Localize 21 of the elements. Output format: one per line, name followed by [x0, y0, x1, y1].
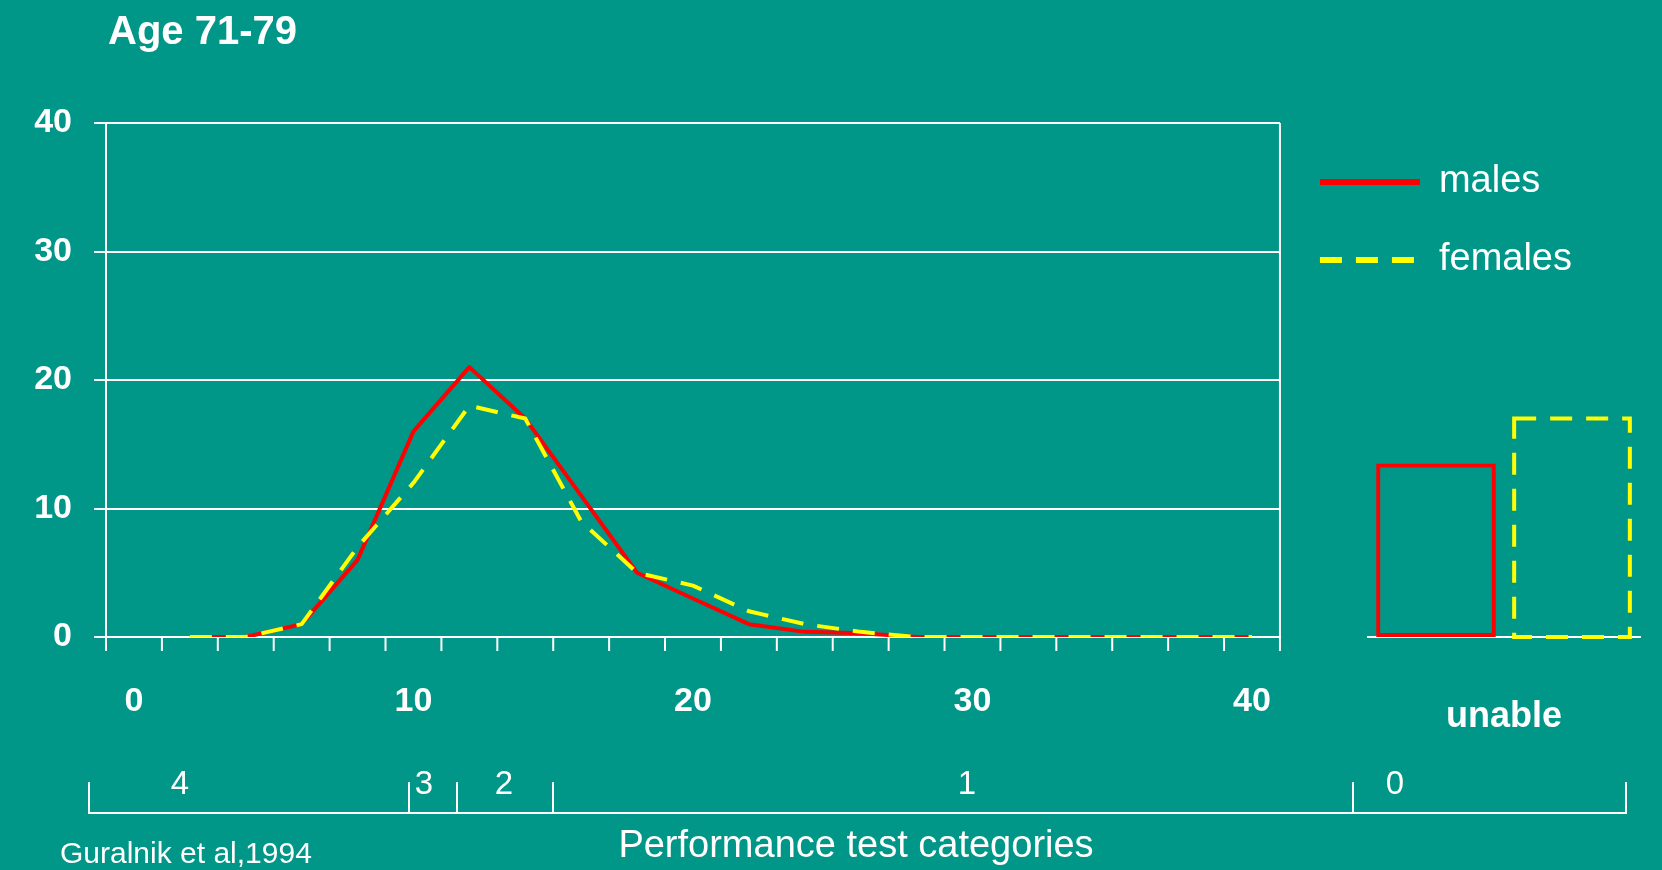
x-tick-label: 10: [394, 679, 433, 718]
y-tick-label: 10: [34, 486, 72, 525]
text: 1: [957, 764, 977, 802]
text: 2: [494, 764, 514, 802]
y-tick-label: 30: [34, 229, 72, 268]
legend-label: females: [1438, 236, 1573, 279]
text: 0: [1385, 764, 1405, 802]
y-tick-label: 20: [34, 358, 72, 397]
x-tick-label: 0: [124, 679, 144, 718]
x-axis-title: Performance test categories: [618, 823, 1094, 866]
x-tick-label: unable: [1445, 693, 1563, 735]
text: 3: [414, 764, 434, 802]
y-tick-label: 40: [34, 101, 72, 140]
x-tick-label: 20: [674, 679, 712, 718]
chart-title: Age 71-79: [108, 8, 297, 53]
x-tick-label: 40: [1233, 679, 1271, 718]
y-tick-label: 0: [53, 615, 72, 654]
legend-label: males: [1438, 158, 1541, 201]
text: 4: [170, 764, 190, 802]
text: Guralnik et al,1994: [60, 836, 312, 870]
x-tick-label: 30: [953, 679, 992, 718]
